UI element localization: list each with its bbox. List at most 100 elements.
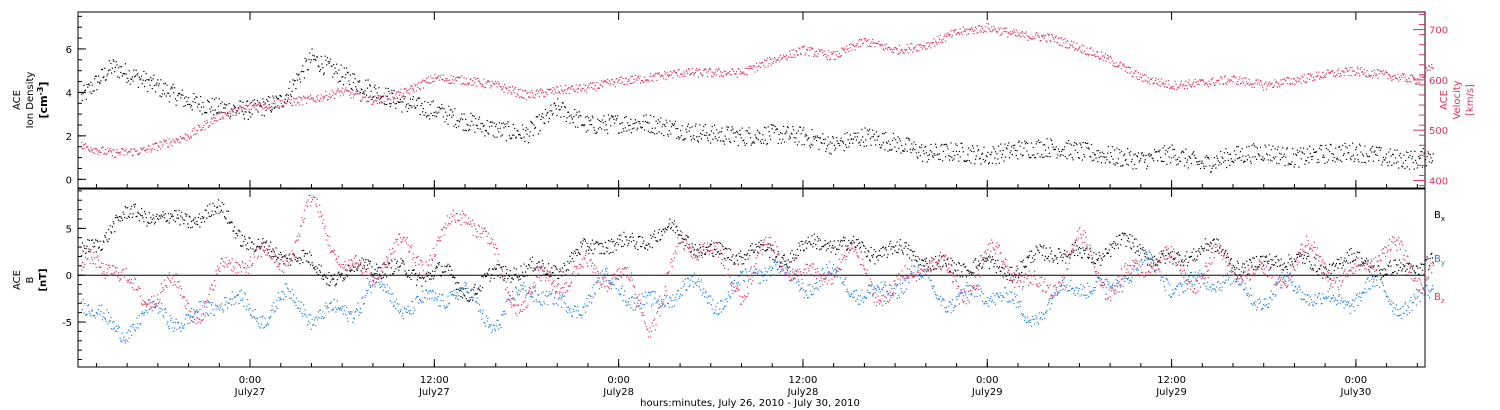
data-point xyxy=(455,77,457,79)
data-point xyxy=(564,89,566,91)
data-point xyxy=(545,91,547,94)
data-point xyxy=(897,53,899,55)
data-point xyxy=(309,94,312,96)
data-point xyxy=(1133,72,1136,74)
data-point xyxy=(1135,168,1137,170)
data-point xyxy=(455,80,457,82)
data-point xyxy=(203,106,205,108)
data-point xyxy=(160,214,163,216)
data-point xyxy=(950,257,952,259)
data-point xyxy=(946,259,948,261)
data-point xyxy=(1108,161,1110,163)
data-point xyxy=(383,263,385,265)
data-point xyxy=(779,262,782,264)
data-point xyxy=(1233,75,1235,77)
data-point xyxy=(1057,248,1060,250)
data-point xyxy=(535,116,537,118)
data-point xyxy=(347,72,349,74)
data-point xyxy=(899,239,901,241)
data-point xyxy=(1077,49,1079,52)
data-point xyxy=(439,76,441,78)
data-point xyxy=(223,112,226,114)
data-point xyxy=(319,271,322,273)
data-point xyxy=(488,133,490,135)
data-point xyxy=(184,219,186,221)
data-point xyxy=(672,230,674,232)
data-point xyxy=(1316,75,1318,78)
data-point xyxy=(151,218,153,220)
data-point xyxy=(1067,40,1069,42)
data-point xyxy=(458,282,460,284)
data-point xyxy=(646,122,648,124)
data-point xyxy=(493,82,495,85)
data-point xyxy=(228,103,230,105)
data-point xyxy=(332,277,334,279)
data-point xyxy=(769,244,772,246)
data-point xyxy=(371,104,373,106)
data-point xyxy=(460,83,462,85)
data-point xyxy=(583,238,585,240)
data-point xyxy=(534,94,537,96)
data-point xyxy=(695,69,697,72)
data-point xyxy=(411,272,413,274)
data-point xyxy=(333,97,335,99)
data-point xyxy=(414,274,416,276)
data-point xyxy=(952,29,954,31)
data-point xyxy=(503,279,505,282)
data-point xyxy=(895,245,897,247)
data-point xyxy=(667,133,669,135)
data-point xyxy=(1301,151,1303,153)
data-point xyxy=(572,89,574,91)
data-point xyxy=(694,71,696,73)
data-point xyxy=(603,115,605,117)
data-point xyxy=(835,253,837,255)
data-point xyxy=(717,132,719,134)
data-point xyxy=(965,30,967,32)
data-point xyxy=(1299,147,1301,149)
data-point xyxy=(1291,82,1293,84)
data-point xyxy=(710,244,712,246)
data-point xyxy=(889,149,891,151)
data-point xyxy=(715,253,717,255)
data-point xyxy=(385,95,387,97)
data-point xyxy=(1365,75,1368,77)
data-point xyxy=(600,121,602,123)
data-point xyxy=(354,78,356,80)
data-point xyxy=(700,72,702,74)
data-point xyxy=(1107,54,1109,57)
data-point xyxy=(200,96,202,98)
data-point xyxy=(233,226,236,228)
data-point xyxy=(1313,151,1315,153)
data-point xyxy=(828,50,830,52)
data-point xyxy=(294,98,296,100)
data-point xyxy=(143,221,145,223)
data-point xyxy=(1153,255,1156,257)
data-point xyxy=(368,260,370,262)
data-point xyxy=(834,51,836,53)
data-point xyxy=(528,142,530,144)
data-point xyxy=(448,82,450,84)
data-point xyxy=(723,140,725,143)
data-point xyxy=(716,251,719,253)
data-point xyxy=(147,91,149,93)
data-point xyxy=(518,96,520,98)
data-point xyxy=(779,138,781,140)
data-point xyxy=(870,144,872,146)
data-point xyxy=(883,49,885,51)
data-point xyxy=(382,101,384,103)
data-point xyxy=(994,157,996,159)
data-point xyxy=(1105,156,1107,158)
data-point xyxy=(458,76,460,78)
data-point xyxy=(1011,146,1013,148)
data-point xyxy=(896,241,898,243)
data-point xyxy=(1203,84,1205,86)
data-point xyxy=(442,74,444,76)
data-point xyxy=(1302,147,1305,149)
data-point xyxy=(742,257,744,259)
data-point xyxy=(202,217,204,220)
data-point xyxy=(386,99,388,101)
data-point xyxy=(617,244,620,246)
data-point xyxy=(978,158,980,160)
data-point xyxy=(1391,80,1393,82)
data-point xyxy=(1091,258,1093,260)
